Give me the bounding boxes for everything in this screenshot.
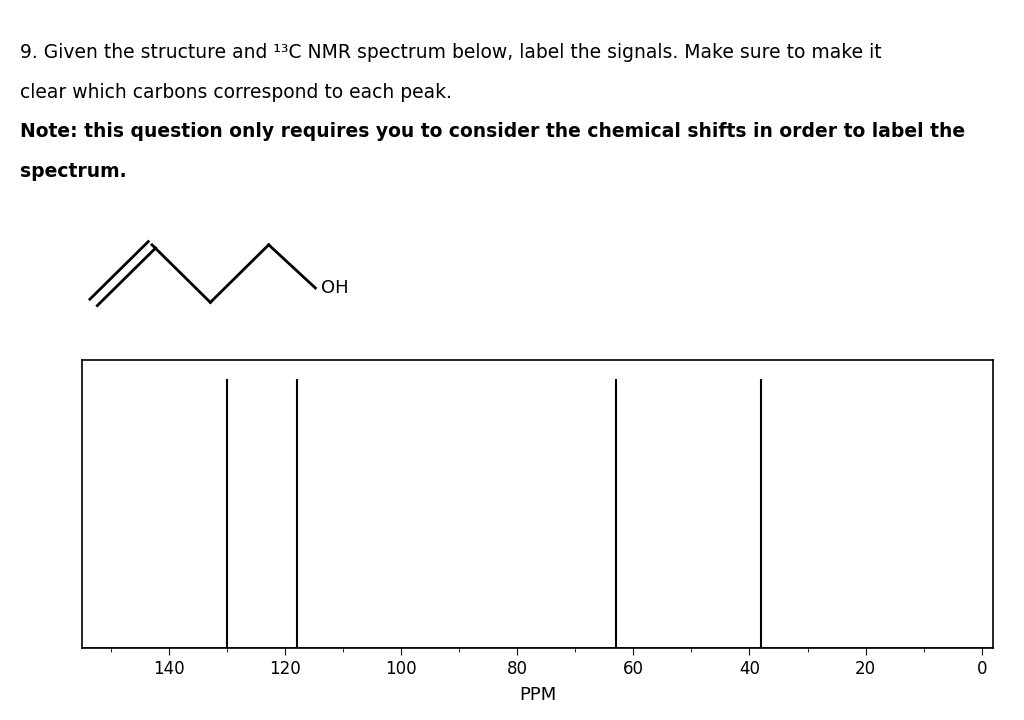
- X-axis label: PPM: PPM: [519, 686, 556, 704]
- Text: OH: OH: [322, 279, 349, 297]
- Text: clear which carbons correspond to each peak.: clear which carbons correspond to each p…: [20, 83, 453, 102]
- Text: Note: this question only requires you to consider the chemical shifts in order t: Note: this question only requires you to…: [20, 122, 966, 141]
- Text: spectrum.: spectrum.: [20, 162, 127, 181]
- Text: 9. Given the structure and ¹³C NMR spectrum below, label the signals. Make sure : 9. Given the structure and ¹³C NMR spect…: [20, 43, 882, 62]
